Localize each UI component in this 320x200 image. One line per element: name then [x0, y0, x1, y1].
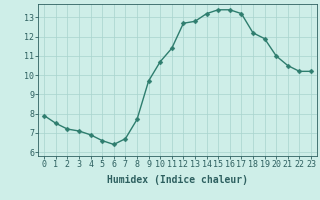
X-axis label: Humidex (Indice chaleur): Humidex (Indice chaleur) [107, 175, 248, 185]
